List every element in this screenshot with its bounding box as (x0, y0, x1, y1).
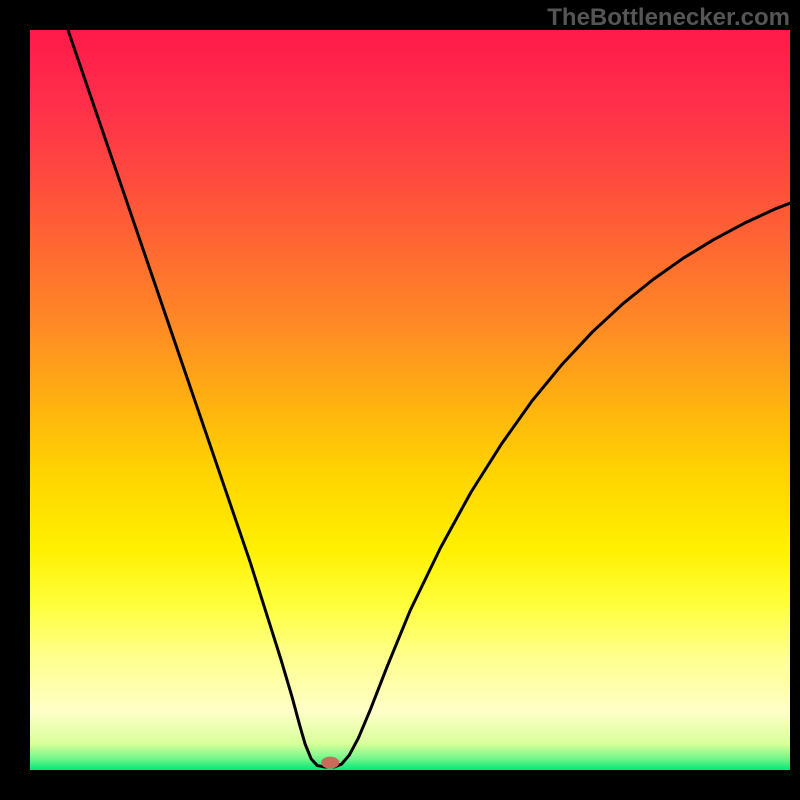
plot-area (30, 30, 790, 770)
curve-minimum-marker (321, 757, 339, 769)
plot-svg (30, 30, 790, 770)
watermark-text: TheBottlenecker.com (547, 4, 790, 32)
gradient-background (30, 30, 790, 770)
chart-frame: TheBottlenecker.com (0, 0, 800, 800)
